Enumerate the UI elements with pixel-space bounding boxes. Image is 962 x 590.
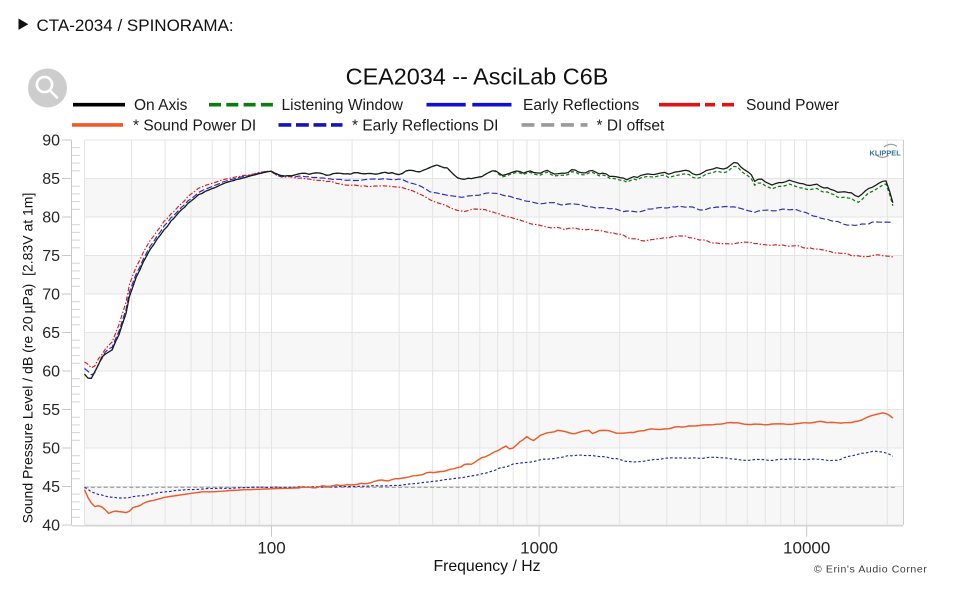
svg-text:10000: 10000	[783, 539, 830, 558]
svg-text:On Axis: On Axis	[134, 97, 188, 114]
svg-text:75: 75	[42, 248, 60, 265]
svg-text:70: 70	[42, 287, 60, 304]
svg-text:* Early Reflections DI: * Early Reflections DI	[352, 117, 498, 134]
svg-text:65: 65	[42, 325, 60, 342]
svg-text:60: 60	[42, 364, 60, 381]
svg-text:© Erin's Audio Corner: © Erin's Audio Corner	[814, 564, 927, 576]
svg-text:Sound Power: Sound Power	[746, 97, 839, 114]
svg-text:90: 90	[42, 133, 60, 150]
svg-text:50: 50	[42, 441, 60, 458]
svg-text:Early Reflections: Early Reflections	[523, 97, 640, 114]
svg-text:CTA-2034 / SPINORAMA:: CTA-2034 / SPINORAMA:	[37, 16, 234, 35]
svg-text:Frequency / Hz: Frequency / Hz	[433, 558, 540, 575]
svg-text:Listening Window: Listening Window	[282, 97, 404, 114]
svg-text:100: 100	[257, 539, 285, 558]
svg-text:* Sound Power DI: * Sound Power DI	[133, 117, 256, 134]
svg-text:85: 85	[42, 171, 60, 188]
svg-text:45: 45	[42, 479, 60, 496]
svg-text:CEA2034 -- AsciLab C6B: CEA2034 -- AsciLab C6B	[346, 64, 609, 90]
svg-text:* DI offset: * DI offset	[597, 117, 665, 134]
svg-text:40: 40	[42, 518, 60, 535]
svg-text:Sound Pressure Level / dB (re: Sound Pressure Level / dB (re 20 µPa) [2…	[20, 193, 36, 524]
svg-text:1000: 1000	[520, 539, 558, 558]
svg-text:55: 55	[42, 402, 60, 419]
svg-text:80: 80	[42, 210, 60, 227]
svg-text:KLIPPEL: KLIPPEL	[870, 148, 902, 157]
